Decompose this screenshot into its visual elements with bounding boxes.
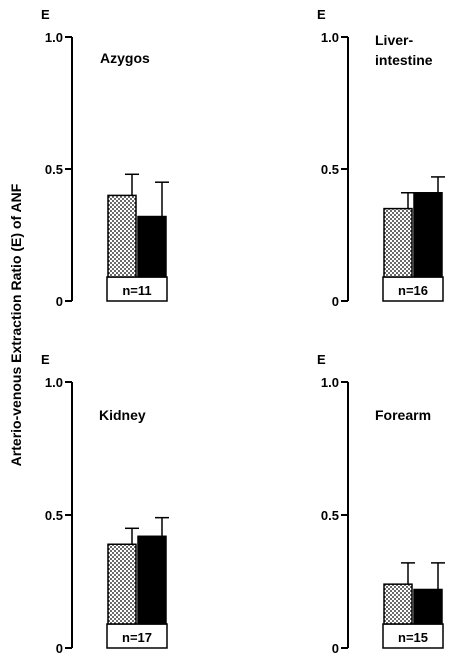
- panel-1: 0 0.5 1.0 E Azygos n=11: [41, 7, 169, 309]
- y-tick-label: 0.5: [45, 162, 63, 177]
- bar-solid: [413, 192, 443, 278]
- n-label-box: [106, 276, 168, 302]
- y-tick-label: 1.0: [45, 30, 63, 45]
- bar-solid: [137, 535, 167, 625]
- bar-dotted: [383, 583, 413, 625]
- panel-title: intestine: [375, 52, 433, 68]
- y-tick-label: 0: [332, 294, 339, 309]
- panel-4: 0 0.5 1.0 E Forearm n=15: [317, 352, 445, 656]
- axis-e-label: E: [317, 352, 326, 367]
- panel-3: 0 0.5 1.0 E Kidney n=17: [41, 352, 169, 656]
- panel-2: 0 0.5 1.0 E Liver-intestine n=16: [317, 7, 445, 309]
- y-tick-label: 0: [56, 641, 63, 656]
- y-tick-label: 1.0: [321, 375, 339, 390]
- y-tick-label: 0: [332, 641, 339, 656]
- axis-e-label: E: [317, 7, 326, 22]
- n-label: n=17: [122, 630, 152, 645]
- n-label-box: [106, 623, 168, 649]
- y-tick-label: 0.5: [321, 508, 339, 523]
- n-label-box: [382, 623, 444, 649]
- y-tick-label: 0.5: [45, 508, 63, 523]
- y-tick-label: 0.5: [321, 162, 339, 177]
- y-axis-label: Arterio-venous Extraction Ratio (E) of A…: [8, 183, 24, 466]
- n-label: n=16: [398, 283, 428, 298]
- bar-solid: [137, 215, 167, 278]
- panel-title: Liver-: [375, 32, 413, 48]
- panel-title: Kidney: [99, 407, 146, 423]
- bar-solid: [413, 588, 443, 625]
- n-label-box: [382, 276, 444, 302]
- panel-title: Azygos: [100, 50, 150, 66]
- y-tick-label: 0: [56, 294, 63, 309]
- y-tick-label: 1.0: [321, 30, 339, 45]
- n-label: n=15: [398, 630, 428, 645]
- axis-e-label: E: [41, 352, 50, 367]
- n-label: n=11: [122, 283, 151, 298]
- bar-dotted: [107, 543, 137, 625]
- panel-title: Forearm: [375, 407, 431, 423]
- bar-dotted: [107, 194, 137, 278]
- y-tick-label: 1.0: [45, 375, 63, 390]
- axis-e-label: E: [41, 7, 50, 22]
- bar-dotted: [383, 207, 413, 278]
